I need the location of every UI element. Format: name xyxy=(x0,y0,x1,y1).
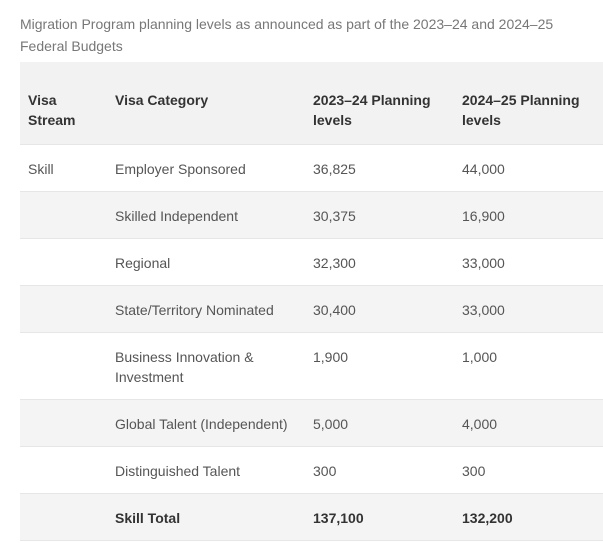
cell-2024-25: 16,900 xyxy=(454,191,603,239)
cell-visa-category: Business Innovation & Investment xyxy=(107,332,305,400)
cell-2023-24: 1,900 xyxy=(305,332,454,400)
table-body: Skill Employer Sponsored 36,825 44,000 S… xyxy=(20,144,603,541)
cell-visa-stream xyxy=(20,493,107,541)
table-row: Regional 32,300 33,000 xyxy=(20,238,603,286)
cell-visa-category: State/Territory Nominated xyxy=(107,285,305,333)
header-2024-25-planning-levels: 2024–25 Planning levels xyxy=(454,62,603,145)
table-row: Business Innovation & Investment 1,900 1… xyxy=(20,332,603,400)
cell-2023-24: 300 xyxy=(305,446,454,494)
header-visa-category: Visa Category xyxy=(107,62,305,145)
table-row: Skilled Independent 30,375 16,900 xyxy=(20,191,603,239)
cell-2023-24: 36,825 xyxy=(305,144,454,192)
cell-visa-category: Regional xyxy=(107,238,305,286)
cell-visa-category: Skilled Independent xyxy=(107,191,305,239)
cell-2024-25: 33,000 xyxy=(454,238,603,286)
table-row: State/Territory Nominated 30,400 33,000 xyxy=(20,285,603,333)
cell-visa-category: Skill Total xyxy=(107,493,305,541)
cell-2024-25: 44,000 xyxy=(454,144,603,192)
cell-2024-25: 300 xyxy=(454,446,603,494)
table-caption: Migration Program planning levels as ann… xyxy=(20,16,554,54)
table-row: Distinguished Talent 300 300 xyxy=(20,446,603,494)
cell-2023-24: 5,000 xyxy=(305,399,454,447)
cell-2023-24: 30,400 xyxy=(305,285,454,333)
cell-2024-25: 132,200 xyxy=(454,493,603,541)
cell-visa-stream xyxy=(20,238,107,286)
cell-2023-24: 137,100 xyxy=(305,493,454,541)
planning-levels-table: Visa Stream Visa Category 2023–24 Planni… xyxy=(20,62,603,541)
header-row: Visa Stream Visa Category 2023–24 Planni… xyxy=(20,62,603,145)
cell-visa-category: Distinguished Talent xyxy=(107,446,305,494)
cell-2024-25: 1,000 xyxy=(454,332,603,400)
cell-2024-25: 4,000 xyxy=(454,399,603,447)
table-row: Skill Employer Sponsored 36,825 44,000 xyxy=(20,144,603,192)
cell-2023-24: 32,300 xyxy=(305,238,454,286)
total-row: Skill Total 137,100 132,200 xyxy=(20,493,603,541)
cell-visa-category: Employer Sponsored xyxy=(107,144,305,192)
cell-visa-stream: Skill xyxy=(20,144,107,192)
header-2023-24-planning-levels: 2023–24 Planning levels xyxy=(305,62,454,145)
cell-visa-stream xyxy=(20,446,107,494)
header-visa-stream: Visa Stream xyxy=(20,62,107,145)
cell-2023-24: 30,375 xyxy=(305,191,454,239)
table-row: Global Talent (Independent) 5,000 4,000 xyxy=(20,399,603,447)
table-header: Visa Stream Visa Category 2023–24 Planni… xyxy=(20,62,603,145)
cell-visa-category: Global Talent (Independent) xyxy=(107,399,305,447)
cell-visa-stream xyxy=(20,285,107,333)
cell-visa-stream xyxy=(20,399,107,447)
cell-2024-25: 33,000 xyxy=(454,285,603,333)
cell-visa-stream xyxy=(20,191,107,239)
cell-visa-stream xyxy=(20,332,107,400)
